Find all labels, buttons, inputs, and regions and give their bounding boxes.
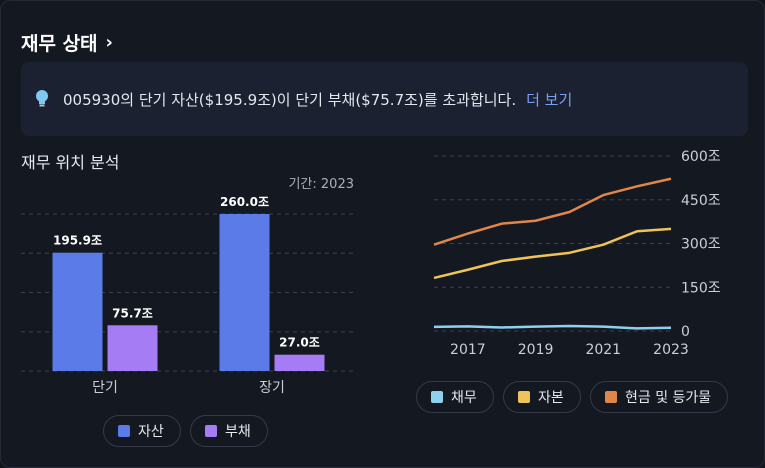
period-label: 기간: 2023 (288, 177, 354, 192)
chevron-right-icon: › (105, 32, 113, 53)
category-label: 장기 (259, 380, 285, 396)
legend-liability[interactable]: 부채 (190, 415, 268, 447)
bar-value-label: 260.0조 (220, 195, 269, 209)
cash-swatch (605, 391, 617, 403)
bar-liability (274, 354, 325, 371)
section-header-link[interactable]: 재무 상태 › (21, 29, 113, 56)
y-tick-label: 450조 (681, 193, 721, 209)
insight-text: 005930의 단기 자산($195.9조)이 단기 부채($75.7조)를 초… (63, 90, 517, 109)
series-line (433, 177, 672, 246)
see-more-link[interactable]: 더 보기 (526, 90, 573, 109)
bar-value-label: 75.7조 (112, 306, 153, 320)
legend-debt[interactable]: 채무 (416, 381, 494, 413)
series-line (433, 227, 672, 280)
legend-asset-label: 자산 (138, 424, 164, 440)
position-analysis-title: 재무 위치 분석 (21, 153, 120, 172)
legend-equity[interactable]: 자본 (503, 381, 581, 413)
legend-liability-label: 부채 (225, 424, 251, 440)
x-tick-label: 2017 (450, 342, 486, 358)
bar-liability (107, 325, 158, 371)
x-tick-label: 2019 (518, 342, 554, 358)
legend-cash-label: 현금 및 등가물 (625, 390, 712, 406)
legend-cash[interactable]: 현금 및 등가물 (590, 381, 729, 413)
legend-equity-label: 자본 (538, 390, 564, 406)
section-title: 재무 상태 (21, 33, 98, 55)
asset-swatch (118, 425, 130, 437)
bar-asset (52, 252, 103, 371)
liability-swatch (205, 425, 217, 437)
y-tick-label: 300조 (681, 237, 721, 253)
bar-value-label: 195.9조 (53, 234, 102, 248)
legend-asset[interactable]: 자산 (103, 415, 181, 447)
bar-asset (219, 214, 270, 371)
legend-debt-label: 채무 (451, 390, 477, 406)
lightbulb-icon (36, 90, 48, 107)
insight-banner: 005930의 단기 자산($195.9조)이 단기 부채($75.7조)를 초… (21, 62, 748, 136)
bar-value-label: 27.0조 (279, 336, 320, 350)
trend-line-chart: 0 150조 300조 450조 600조 2017 2019 2021 2023 (433, 149, 721, 358)
x-tick-label: 2021 (585, 342, 621, 358)
y-tick-label: 150조 (681, 280, 721, 296)
y-tick-label: 0 (681, 324, 690, 340)
y-tick-label: 600조 (681, 149, 721, 165)
category-label: 단기 (92, 380, 118, 396)
equity-swatch (518, 391, 530, 403)
x-tick-label: 2023 (653, 342, 689, 358)
debt-swatch (431, 391, 443, 403)
series-line (433, 324, 672, 330)
